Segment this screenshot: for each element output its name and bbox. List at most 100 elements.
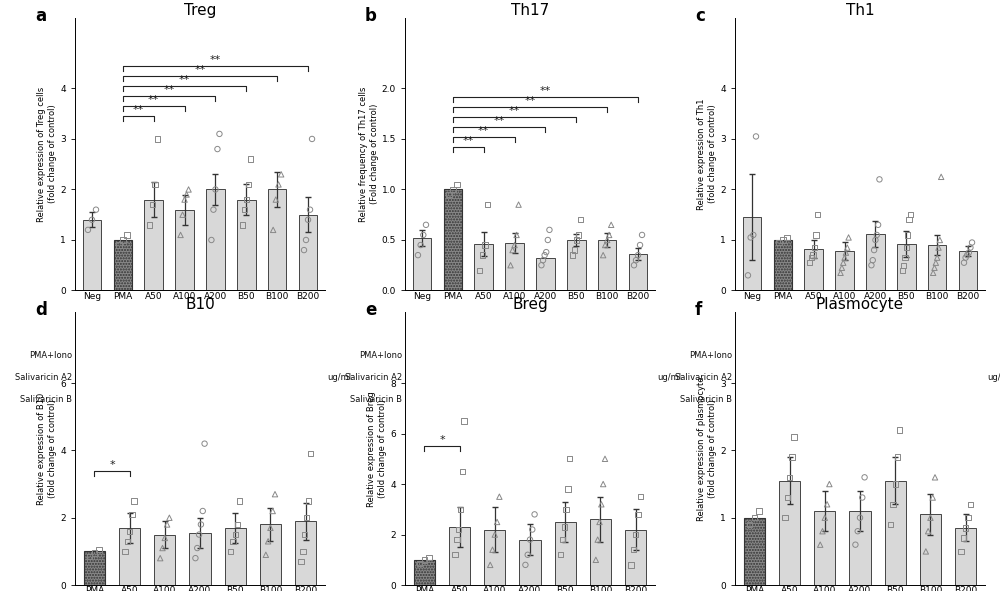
- Point: [175, 210, 191, 219]
- Point: [784, 452, 800, 462]
- Point: [956, 258, 972, 268]
- Text: 50: 50: [478, 374, 489, 382]
- Text: -: -: [874, 395, 877, 404]
- Point: [449, 180, 465, 189]
- Point: [124, 509, 140, 519]
- Point: [930, 243, 946, 252]
- Point: [929, 253, 945, 262]
- Text: 200: 200: [208, 374, 223, 382]
- Point: [626, 261, 642, 270]
- Point: [474, 251, 490, 260]
- Text: -: -: [513, 395, 516, 404]
- Point: [161, 513, 177, 522]
- Point: [209, 144, 225, 154]
- Text: -: -: [781, 395, 784, 404]
- Text: +: +: [181, 352, 188, 361]
- Point: [227, 530, 243, 540]
- Point: [293, 557, 309, 566]
- Text: -: -: [307, 374, 310, 382]
- Point: [142, 220, 158, 229]
- Point: [927, 473, 943, 482]
- Text: 200: 200: [630, 395, 646, 404]
- Point: [568, 235, 584, 245]
- Bar: [519, 540, 541, 585]
- Point: [961, 248, 977, 257]
- Text: +: +: [841, 352, 848, 361]
- Point: [958, 253, 974, 262]
- Point: [537, 251, 553, 260]
- Point: [857, 473, 873, 482]
- Point: [599, 235, 615, 245]
- Point: [867, 235, 883, 245]
- Point: [883, 519, 899, 529]
- Point: [505, 245, 521, 255]
- Point: [111, 241, 127, 250]
- Point: [150, 134, 166, 144]
- Bar: [897, 244, 916, 291]
- Point: [211, 129, 227, 139]
- Point: [630, 509, 646, 519]
- Point: [203, 235, 219, 245]
- Point: [270, 180, 286, 189]
- Point: [554, 535, 570, 544]
- Point: [562, 454, 578, 463]
- Point: [507, 241, 523, 250]
- Bar: [414, 560, 435, 585]
- Point: [807, 243, 823, 252]
- Point: [119, 537, 135, 546]
- Point: [814, 527, 830, 536]
- Point: [603, 220, 619, 229]
- Point: [834, 263, 850, 272]
- Point: [299, 513, 315, 522]
- Text: **: **: [164, 85, 175, 95]
- Point: [751, 506, 767, 516]
- Point: [152, 553, 168, 563]
- Point: [260, 537, 276, 546]
- Point: [487, 530, 503, 540]
- Point: [852, 513, 868, 522]
- Point: [298, 235, 314, 245]
- Text: -: -: [544, 395, 547, 404]
- Point: [933, 172, 949, 181]
- Text: Salivaricin B: Salivaricin B: [20, 395, 72, 404]
- Text: 200: 200: [300, 395, 316, 404]
- Point: [837, 253, 853, 262]
- Point: [890, 452, 906, 462]
- Point: [540, 235, 556, 245]
- Title: Treg: Treg: [184, 3, 216, 18]
- Text: -: -: [245, 374, 248, 382]
- Point: [771, 238, 787, 247]
- Point: [265, 506, 281, 516]
- Point: [86, 548, 102, 558]
- Text: 100: 100: [507, 374, 522, 382]
- Bar: [260, 524, 281, 585]
- Text: -: -: [575, 374, 578, 382]
- Point: [960, 513, 976, 522]
- Point: [302, 449, 318, 459]
- Bar: [295, 521, 316, 585]
- Bar: [237, 200, 256, 291]
- Point: [597, 241, 613, 250]
- Point: [901, 215, 917, 225]
- Bar: [484, 530, 505, 585]
- Text: e: e: [365, 301, 376, 319]
- Text: 100: 100: [269, 395, 285, 404]
- Point: [588, 555, 604, 564]
- Point: [854, 493, 870, 502]
- Point: [847, 540, 863, 550]
- Text: +: +: [150, 352, 157, 361]
- Text: -: -: [121, 395, 124, 404]
- Text: +: +: [449, 352, 456, 361]
- Point: [541, 225, 557, 235]
- Point: [922, 513, 938, 522]
- Bar: [413, 238, 431, 291]
- Text: -: -: [637, 374, 640, 382]
- Point: [958, 523, 974, 532]
- Bar: [189, 533, 211, 585]
- Point: [964, 238, 980, 247]
- Point: [632, 492, 648, 501]
- Point: [445, 185, 461, 194]
- Point: [925, 268, 941, 278]
- Bar: [505, 243, 524, 291]
- Point: [742, 519, 758, 529]
